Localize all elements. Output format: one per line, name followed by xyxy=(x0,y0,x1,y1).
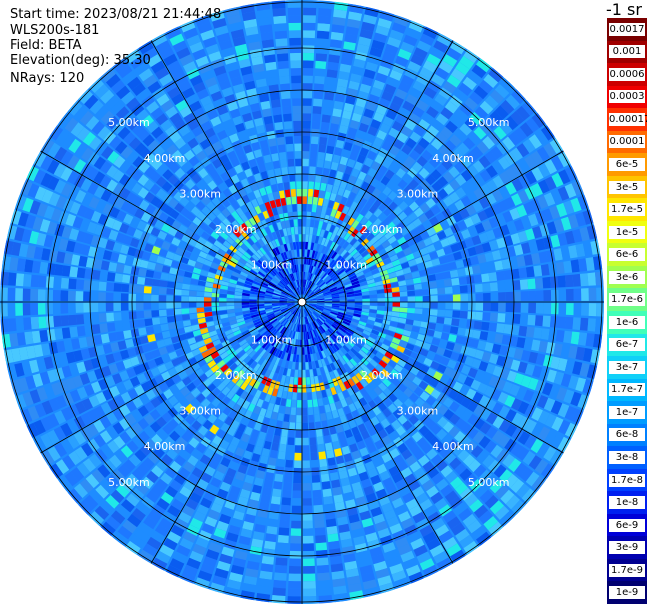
nrays-text: NRays: 120 xyxy=(10,71,85,86)
colorbar-tick-label: 6e-7 xyxy=(609,338,645,352)
azimuth-line xyxy=(301,301,564,454)
range-ring-label: 2.00km xyxy=(361,369,403,382)
colorbar-tick-label: 6e-5 xyxy=(609,158,645,171)
azimuth-lines xyxy=(0,0,604,604)
colorbar-tick-label: 1e-5 xyxy=(609,225,645,239)
colorbar-tick-label: 6e-6 xyxy=(609,248,645,262)
range-ring-label: 2.00km xyxy=(215,223,257,236)
colorbar-tick-label: 1.7e-6 xyxy=(609,293,645,307)
range-ring-label: 5.00km xyxy=(468,116,510,129)
range-ring-label: 5.00km xyxy=(108,116,150,129)
colorbar-tick-label: 1.7e-8 xyxy=(609,473,645,487)
azimuth-line xyxy=(40,150,303,303)
range-ring-label: 5.00km xyxy=(468,476,510,489)
range-ring-label: 2.00km xyxy=(361,223,403,236)
colorbar-tick-label: 6e-9 xyxy=(609,518,645,532)
range-ring-label: 2.00km xyxy=(215,369,257,382)
azimuth-line xyxy=(301,301,454,564)
colorbar-tick-label: 3e-8 xyxy=(609,451,645,464)
start-time-text: Start time: 2023/08/21 21:44:48 xyxy=(10,7,222,22)
colorbar-tick-label: 1.7e-9 xyxy=(609,563,645,577)
lidar-center-marker xyxy=(297,297,307,307)
colorbar-tick-label: 1.7e-7 xyxy=(609,383,645,397)
range-ring-label: 4.00km xyxy=(144,152,186,165)
colorbar-tick-label: 3e-6 xyxy=(609,270,645,284)
colorbar-tick-label: 0.0001 xyxy=(609,135,645,149)
colorbar-tick-label: 0.0017 xyxy=(609,22,645,36)
range-ring-label: 5.00km xyxy=(108,476,150,489)
ppi-data-sectors xyxy=(0,0,604,604)
elevation-text: Elevation(deg): 35.30 xyxy=(10,53,151,68)
azimuth-line xyxy=(40,301,303,454)
range-ring-label: 4.00km xyxy=(432,152,474,165)
azimuth-line xyxy=(301,150,564,303)
colorbar-tick-label: 3e-9 xyxy=(609,541,645,555)
colorbar-tick-label: 1.7e-5 xyxy=(609,203,645,217)
range-ring-label: 4.00km xyxy=(144,440,186,453)
colorbar-tick-label: 3e-5 xyxy=(609,180,645,194)
colorbar-tick-label: 3e-7 xyxy=(609,360,645,374)
range-ring-label: 3.00km xyxy=(397,405,439,418)
range-ring-label: 1.00km xyxy=(325,259,367,272)
colorbar: 0.0017 0.001 0.0006 0.0003 0.00017 0.0001 6e-5… xyxy=(607,18,647,605)
colorbar-tick-label: 1e-9 xyxy=(609,586,645,600)
instrument-text: WLS200s-181 xyxy=(10,23,100,38)
range-ring-label: 3.00km xyxy=(179,187,221,200)
colorbar-tick-label: 1e-7 xyxy=(609,405,645,419)
azimuth-line xyxy=(301,40,454,303)
colorbar-tick-label: 0.0003 xyxy=(609,90,645,104)
colorbar-tick-label: 1e-8 xyxy=(609,496,645,510)
range-ring-label: 1.00km xyxy=(251,333,293,346)
azimuth-line xyxy=(150,40,303,303)
colorbar-tick-label: 0.001 xyxy=(609,45,645,59)
colorbar-tick-label: 0.0006 xyxy=(609,67,645,81)
azimuth-line xyxy=(150,301,303,564)
colorbar-unit-title: -1 sr xyxy=(606,0,642,19)
range-ring-label: 3.00km xyxy=(179,405,221,418)
range-ring-label: 3.00km xyxy=(397,187,439,200)
colorbar-tick-label: 0.00017 xyxy=(609,112,647,126)
colorbar-tick-label: 6e-8 xyxy=(609,428,645,442)
range-ring-label: 1.00km xyxy=(325,333,367,346)
ppi-scan-plot: 1.00km 1.00km 1.00km 1.00km 2.00km 2.00km 2.00… xyxy=(0,0,604,604)
range-ring-label: 4.00km xyxy=(432,440,474,453)
colorbar-tick-label: 1e-6 xyxy=(609,315,645,329)
range-ring-label: 1.00km xyxy=(251,259,293,272)
field-text: Field: BETA xyxy=(10,38,82,53)
